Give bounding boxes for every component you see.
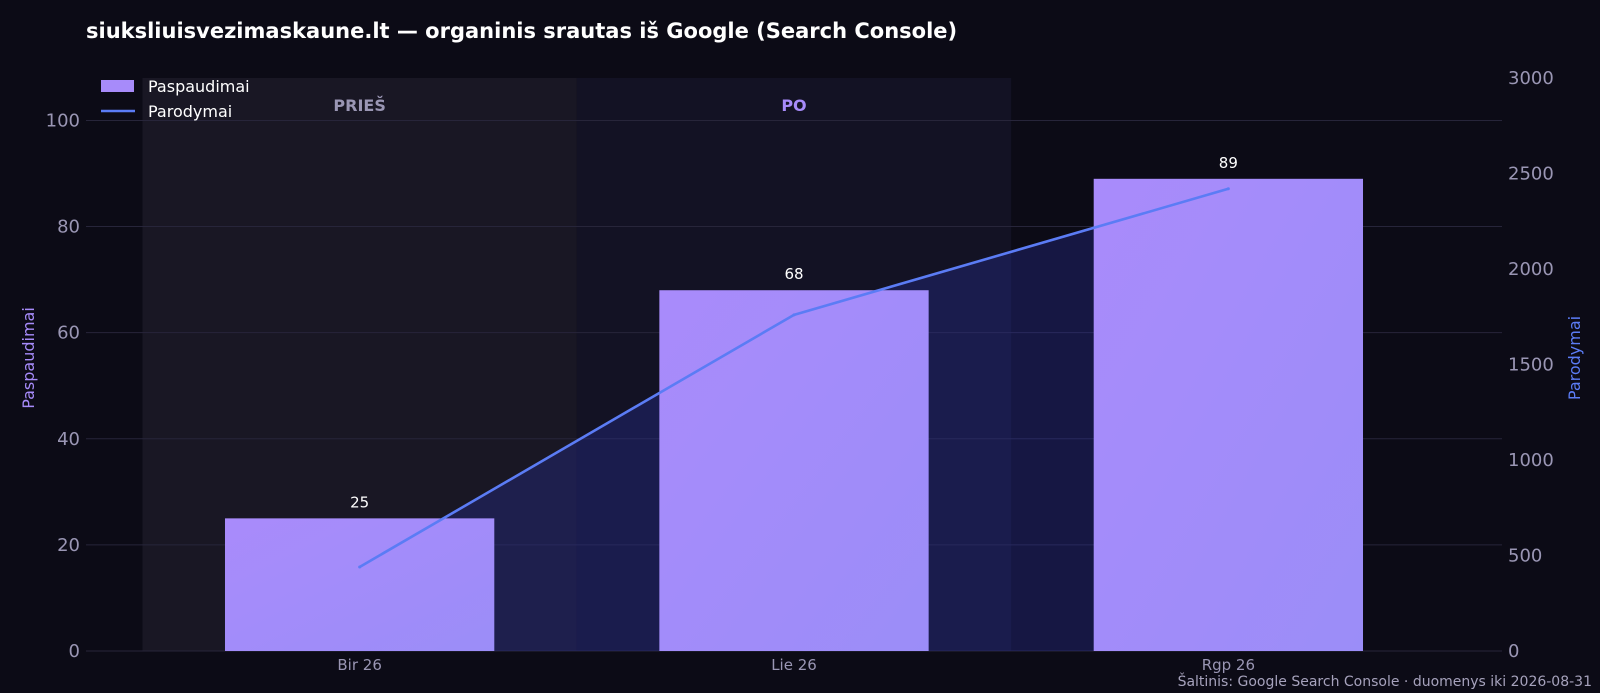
y-tick-100: 100 — [46, 110, 80, 131]
bar-3 — [1093, 178, 1364, 652]
legend: Paspaudimai Parodymai — [101, 77, 250, 121]
bar-1 — [224, 518, 495, 651]
source-note: Šaltinis: Google Search Console · duomen… — [1178, 672, 1592, 690]
parodymai-point-1 — [358, 565, 362, 569]
region-label-1: PRIEŠ — [333, 96, 385, 115]
legend-swatch-bar — [101, 80, 134, 92]
legend-label-paspaudimai: Paspaudimai — [148, 77, 250, 96]
y-tick-60: 60 — [57, 323, 80, 344]
legend-label-parodymai: Parodymai — [148, 102, 232, 121]
x-tick-3: Rgp 26 — [1202, 656, 1255, 674]
parodymai-point-2 — [792, 313, 796, 317]
line-layer — [358, 187, 1230, 569]
y2-tick-500: 500 — [1508, 546, 1542, 567]
parodymai-point-3 — [1226, 187, 1230, 191]
bar-label-1: 25 — [350, 493, 369, 511]
y2-tick-2500: 2500 — [1508, 164, 1554, 185]
y-axis-label: Paspaudimai — [19, 307, 38, 409]
y2-tick-1000: 1000 — [1508, 450, 1554, 471]
x-tick-1: Bir 26 — [337, 656, 381, 674]
y2-tick-3000: 3000 — [1508, 68, 1554, 89]
bars-layer — [224, 178, 1364, 652]
y2-axis-label: Parodymai — [1565, 316, 1584, 400]
y2-tick-1500: 1500 — [1508, 355, 1554, 376]
labels-layer: PRIEŠ PO 25 68 89 — [333, 96, 1237, 511]
bar-label-3: 89 — [1219, 154, 1238, 172]
y-tick-40: 40 — [57, 429, 80, 450]
x-tick-2: Lie 26 — [771, 656, 817, 674]
chart-title: siuksliuisvezimaskaune.lt — organinis sr… — [86, 19, 957, 43]
y2-tick-2000: 2000 — [1508, 259, 1554, 280]
y-tick-20: 20 — [57, 535, 80, 556]
region-label-2: PO — [781, 96, 806, 115]
bar-2 — [659, 290, 929, 651]
y-tick-80: 80 — [57, 217, 80, 238]
axes-layer: 020406080100050010001500200025003000Bir … — [46, 68, 1554, 674]
y-tick-0: 0 — [69, 641, 80, 662]
y2-tick-0: 0 — [1508, 641, 1519, 662]
bar-label-2: 68 — [784, 265, 803, 283]
regions-layer — [142, 78, 1012, 651]
